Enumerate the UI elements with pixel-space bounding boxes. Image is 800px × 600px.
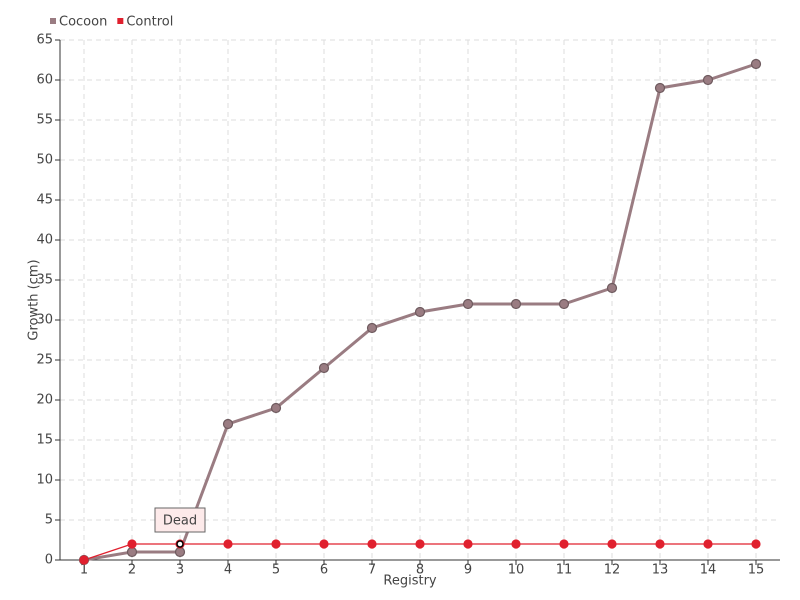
data-point [126,546,138,558]
x-tick-label: 8 [416,563,424,578]
data-point [607,539,617,549]
data-point [222,418,234,430]
data-point [558,298,570,310]
x-tick-label: 7 [368,563,376,578]
y-tick-label: 0 [45,553,53,568]
annotation-text: Dead [163,514,197,529]
legend-label: Cocoon [59,15,107,30]
y-tick-label: 5 [45,513,53,528]
data-point [463,539,473,549]
x-axis-label: Registry [383,574,437,589]
x-tick-label: 6 [320,563,328,578]
annotation-point [176,540,184,548]
x-tick-label: 14 [700,563,717,578]
data-point [510,298,522,310]
y-tick-label: 60 [36,73,53,88]
y-tick-label: 25 [36,353,53,368]
data-point [750,58,762,70]
legend-swatch [117,18,124,24]
x-tick-label: 2 [128,563,136,578]
data-point [462,298,474,310]
x-tick-label: 4 [224,563,232,578]
data-point [414,306,426,318]
x-tick-label: 12 [604,563,621,578]
legend-label: Control [126,15,173,30]
data-point [366,322,378,334]
data-point [559,539,569,549]
x-tick-label: 1 [80,563,88,578]
data-point [702,74,714,86]
data-point [319,539,329,549]
data-point [703,539,713,549]
y-tick-label: 45 [36,193,53,208]
y-tick-label: 30 [36,313,53,328]
data-point [270,402,282,414]
data-point [223,539,233,549]
x-tick-label: 3 [176,563,184,578]
x-tick-label: 5 [272,563,280,578]
data-point [655,539,665,549]
y-tick-label: 15 [36,433,53,448]
x-tick-label: 15 [748,563,765,578]
data-point [367,539,377,549]
data-point [654,82,666,94]
data-point [271,539,281,549]
data-point [751,539,761,549]
x-tick-label: 10 [508,563,525,578]
y-tick-label: 50 [36,153,53,168]
x-tick-label: 9 [464,563,472,578]
data-point [127,539,137,549]
y-tick-label: 20 [36,393,53,408]
data-point [606,282,618,294]
y-tick-label: 10 [36,473,53,488]
data-point [511,539,521,549]
y-tick-label: 65 [36,33,53,48]
y-tick-label: 55 [36,113,53,128]
x-tick-label: 11 [556,563,573,578]
annotation-box [154,507,206,533]
y-tick-label: 40 [36,233,53,248]
legend-swatch [50,18,56,24]
y-axis-label: Growth (cm) [27,259,42,340]
x-tick-label: 13 [652,563,669,578]
data-point [79,555,89,565]
data-point [318,362,330,374]
data-point [174,546,186,558]
y-tick-label: 35 [36,273,53,288]
data-point [415,539,425,549]
